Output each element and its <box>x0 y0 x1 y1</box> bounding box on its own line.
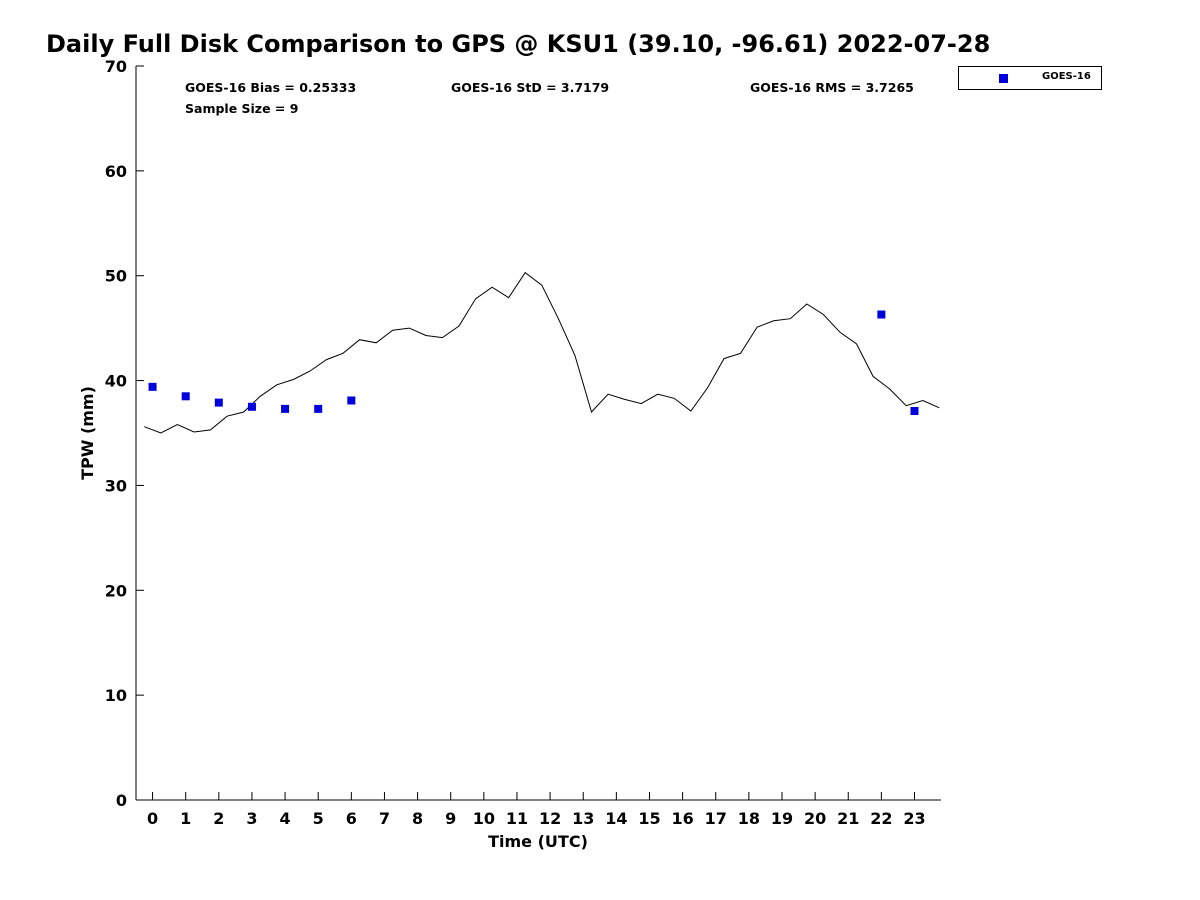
goes16-point <box>181 392 190 401</box>
y-tick-label: 20 <box>105 581 127 600</box>
x-tick-label: 23 <box>903 809 925 828</box>
y-tick-label: 60 <box>105 162 127 181</box>
x-axis-label: Time (UTC) <box>488 832 588 851</box>
x-tick-label: 22 <box>870 809 892 828</box>
legend-label-goes16: GOES-16 <box>1042 71 1091 82</box>
y-tick-label: 40 <box>105 372 127 391</box>
x-tick-label: 9 <box>445 809 456 828</box>
goes16-point <box>214 398 223 407</box>
gps-tpw-line <box>144 271 940 434</box>
x-tick-label: 1 <box>180 809 191 828</box>
y-tick-label: 0 <box>116 791 127 810</box>
y-tick-label: 10 <box>105 686 127 705</box>
x-tick-label: 18 <box>738 809 760 828</box>
goes16-point <box>314 404 323 413</box>
x-tick-label: 10 <box>473 809 495 828</box>
x-tick-label: 6 <box>346 809 357 828</box>
x-tick-label: 14 <box>605 809 627 828</box>
sample-size-stat: Sample Size = 9 <box>185 101 299 116</box>
x-tick-label: 19 <box>771 809 793 828</box>
bias-stat: GOES-16 Bias = 0.25333 <box>185 80 357 95</box>
x-tick-label: 0 <box>147 809 158 828</box>
x-tick-label: 20 <box>804 809 826 828</box>
std-stat: GOES-16 StD = 3.7179 <box>451 80 610 95</box>
x-tick-label: 16 <box>671 809 693 828</box>
legend-marker-goes16 <box>999 74 1008 83</box>
y-tick-label: 30 <box>105 476 127 495</box>
legend: GOES-16 <box>958 66 1102 90</box>
chart-title: Daily Full Disk Comparison to GPS @ KSU1… <box>46 30 991 58</box>
x-tick-label: 17 <box>705 809 727 828</box>
y-tick-label: 70 <box>105 57 127 76</box>
x-tick-label: 4 <box>280 809 291 828</box>
goes16-point <box>910 406 919 415</box>
x-tick-label: 8 <box>412 809 423 828</box>
x-tick-label: 12 <box>539 809 561 828</box>
gps-line-series <box>144 271 940 434</box>
y-axis-label: TPW (mm) <box>78 386 97 480</box>
goes16-point <box>877 310 886 319</box>
x-tick-label: 5 <box>313 809 324 828</box>
y-tick-label: 50 <box>105 267 127 286</box>
x-tick-label: 11 <box>506 809 528 828</box>
goes16-point <box>347 396 356 405</box>
goes16-point <box>247 402 256 411</box>
x-tick-label: 13 <box>572 809 594 828</box>
rms-stat: GOES-16 RMS = 3.7265 <box>750 80 914 95</box>
x-tick-label: 21 <box>837 809 859 828</box>
x-tick-label: 7 <box>379 809 390 828</box>
x-tick-label: 15 <box>638 809 660 828</box>
goes16-scatter-series <box>148 310 919 415</box>
plot-axes <box>135 66 941 801</box>
goes16-point <box>148 382 157 391</box>
x-tick-label: 3 <box>246 809 257 828</box>
x-tick-label: 2 <box>213 809 224 828</box>
goes16-point <box>281 404 290 413</box>
